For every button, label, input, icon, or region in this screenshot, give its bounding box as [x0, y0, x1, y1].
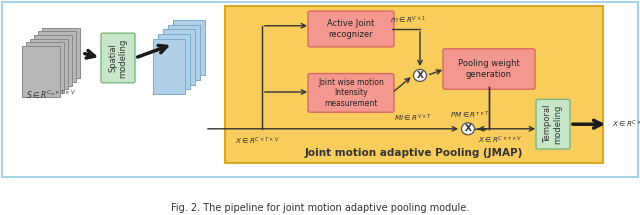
Text: X: X: [417, 71, 424, 80]
Text: $X \in R^{C\times\tau\times V}$: $X \in R^{C\times\tau\times V}$: [478, 134, 523, 146]
Text: Spatial
modeling: Spatial modeling: [108, 38, 128, 78]
Bar: [22, 46, 60, 97]
FancyBboxPatch shape: [536, 99, 570, 149]
Bar: [225, 6, 603, 163]
Circle shape: [413, 69, 426, 81]
Text: Active Joint
recognizer: Active Joint recognizer: [327, 19, 374, 39]
Bar: [38, 31, 76, 82]
FancyBboxPatch shape: [308, 11, 394, 47]
Bar: [30, 39, 68, 89]
Text: $m\in R^{V\times 1}$: $m\in R^{V\times 1}$: [390, 15, 426, 26]
Bar: [173, 20, 205, 75]
Text: X: X: [465, 124, 472, 133]
Text: Temporal
modeling: Temporal modeling: [543, 104, 563, 144]
FancyBboxPatch shape: [101, 33, 135, 83]
Bar: [34, 35, 72, 86]
Text: $MI \in R^{V\times T}$: $MI \in R^{V\times T}$: [394, 112, 432, 124]
Text: Joint wise motion
Intensity
measurement: Joint wise motion Intensity measurement: [318, 78, 384, 108]
Bar: [153, 39, 185, 94]
Text: Joint motion adaptive Pooling (JMAP): Joint motion adaptive Pooling (JMAP): [305, 148, 523, 158]
Text: $S \in R^{C_{in}\times T\times V}$: $S \in R^{C_{in}\times T\times V}$: [26, 89, 76, 101]
FancyBboxPatch shape: [2, 2, 638, 177]
Bar: [26, 42, 64, 93]
Text: Fig. 2. The pipeline for joint motion adaptive pooling module.: Fig. 2. The pipeline for joint motion ad…: [171, 203, 469, 213]
Text: $X \in R^{C\times\tau\times V}$: $X \in R^{C\times\tau\times V}$: [612, 118, 640, 130]
FancyBboxPatch shape: [308, 74, 394, 112]
Bar: [158, 34, 190, 89]
Circle shape: [461, 123, 474, 135]
Bar: [168, 25, 200, 80]
Text: Pooling weight
generation: Pooling weight generation: [458, 59, 520, 79]
Text: $PM \in R^{\tau\times T}$: $PM \in R^{\tau\times T}$: [450, 110, 490, 121]
Text: $X \in R^{C\times T\times V}$: $X \in R^{C\times T\times V}$: [235, 135, 280, 147]
Bar: [163, 29, 195, 85]
FancyBboxPatch shape: [443, 49, 535, 89]
Bar: [42, 28, 80, 78]
